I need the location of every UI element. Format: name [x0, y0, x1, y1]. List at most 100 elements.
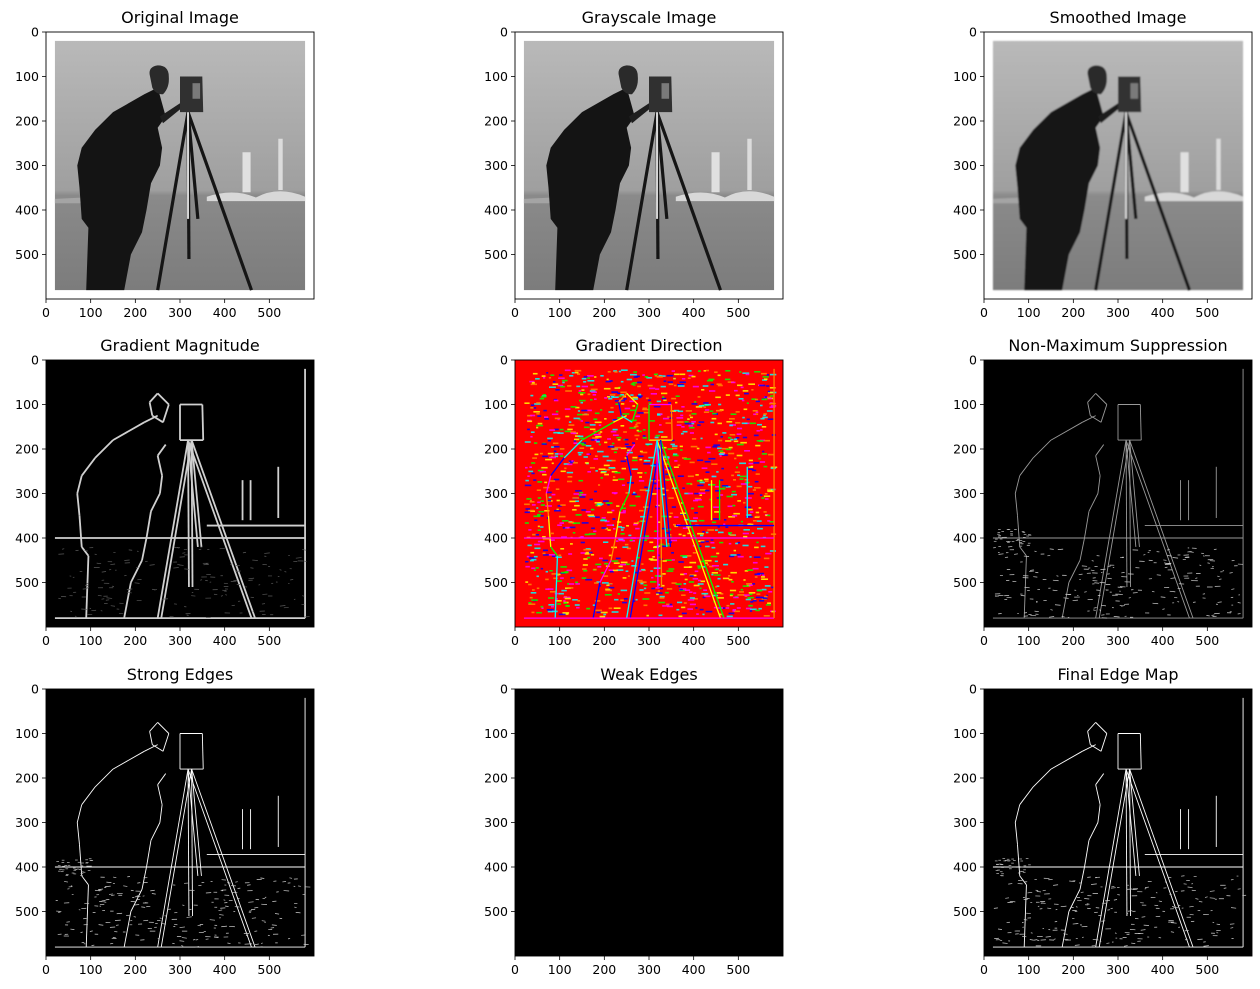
- direction-speckle: [706, 541, 709, 543]
- direction-speckle: [764, 615, 770, 617]
- x-tick-label: 500: [1195, 962, 1219, 977]
- direction-speckle: [622, 413, 629, 415]
- direction-speckle: [560, 577, 564, 579]
- direction-speckle: [534, 548, 540, 550]
- x-tick-label: 500: [1195, 633, 1219, 648]
- direction-speckle: [659, 615, 663, 617]
- direction-speckle: [677, 602, 682, 604]
- direction-speckle: [565, 408, 571, 410]
- direction-speckle: [729, 613, 735, 615]
- direction-speckle: [554, 451, 557, 453]
- direction-speckle: [726, 394, 730, 396]
- direction-speckle: [674, 460, 677, 462]
- direction-speckle: [703, 402, 709, 404]
- direction-speckle: [693, 386, 699, 388]
- x-tick-label: 300: [168, 305, 192, 320]
- photo-tower: [1181, 152, 1189, 192]
- direction-speckle: [767, 520, 770, 522]
- direction-speckle: [610, 394, 616, 396]
- direction-speckle: [733, 479, 736, 481]
- direction-speckle: [728, 453, 734, 455]
- image-axes: 0 100 200 300 400 5000100200300400500: [938, 657, 1260, 977]
- direction-speckle: [734, 550, 736, 552]
- image-nms: [984, 360, 1252, 627]
- direction-speckle: [756, 542, 758, 544]
- direction-speckle: [752, 470, 756, 472]
- x-tick-label: 400: [682, 962, 706, 977]
- direction-speckle: [684, 583, 687, 585]
- y-tick-label: 400: [953, 531, 977, 546]
- direction-speckle: [762, 589, 767, 591]
- direction-speckle: [574, 493, 580, 495]
- direction-speckle: [737, 554, 741, 556]
- direction-speckle: [620, 394, 624, 396]
- direction-speckle: [541, 607, 543, 609]
- y-tick-label: 200: [484, 114, 508, 129]
- direction-speckle: [624, 398, 627, 400]
- direction-speckle: [711, 539, 714, 541]
- direction-speckle: [593, 418, 597, 420]
- direction-speckle: [748, 486, 752, 488]
- direction-speckle: [747, 569, 753, 571]
- direction-speckle: [532, 457, 537, 459]
- direction-speckle: [638, 456, 643, 458]
- direction-speckle: [702, 614, 704, 616]
- direction-speckle: [683, 535, 686, 537]
- y-tick-label: 400: [15, 531, 39, 546]
- direction-speckle: [767, 515, 770, 517]
- direction-speckle: [711, 574, 713, 576]
- direction-speckle: [620, 564, 626, 566]
- direction-speckle: [718, 375, 721, 377]
- direction-speckle: [657, 401, 661, 403]
- direction-speckle: [765, 553, 771, 555]
- direction-speckle: [698, 506, 704, 508]
- direction-speckle: [728, 575, 730, 577]
- direction-speckle: [532, 612, 535, 614]
- direction-speckle: [739, 463, 746, 465]
- direction-speckle: [615, 447, 622, 449]
- direction-speckle: [765, 585, 771, 587]
- direction-speckle: [598, 484, 600, 486]
- direction-speckle: [625, 439, 629, 441]
- direction-speckle: [575, 370, 582, 372]
- direction-speckle: [654, 374, 658, 376]
- direction-speckle: [672, 448, 677, 450]
- direction-speckle: [581, 389, 584, 391]
- direction-speckle: [625, 408, 631, 410]
- direction-speckle: [554, 446, 560, 448]
- direction-speckle: [549, 457, 556, 459]
- x-tick-label: 300: [1106, 633, 1130, 648]
- direction-speckle: [730, 554, 736, 556]
- direction-speckle: [756, 516, 760, 518]
- direction-speckle: [689, 427, 694, 429]
- direction-speckle: [540, 526, 543, 528]
- direction-speckle: [728, 506, 733, 508]
- direction-speckle: [755, 574, 761, 576]
- direction-speckle: [667, 588, 672, 590]
- direction-speckle: [632, 494, 637, 496]
- direction-speckle: [662, 573, 666, 575]
- y-tick-label: 500: [953, 575, 977, 590]
- direction-speckle: [581, 509, 586, 511]
- x-tick-label: 200: [592, 633, 616, 648]
- direction-speckle: [565, 416, 569, 418]
- direction-speckle: [576, 386, 580, 388]
- panel-weak-edges: Weak Edges 0 100 200 300 400 500 0 100 200 300 400…: [469, 657, 799, 977]
- direction-speckle: [731, 475, 734, 477]
- direction-speckle: [568, 424, 574, 426]
- photo-content: [55, 41, 305, 290]
- direction-speckle: [613, 570, 618, 572]
- panel-strong-edges: Strong Edges 0 100 200 300 400 500 0 100 200 300 4…: [0, 657, 330, 977]
- direction-speckle: [566, 605, 570, 607]
- direction-speckle: [672, 506, 676, 508]
- direction-speckle: [656, 594, 659, 596]
- direction-speckle: [753, 462, 759, 464]
- direction-speckle: [730, 594, 733, 596]
- direction-speckle: [759, 507, 762, 509]
- direction-speckle: [637, 472, 642, 474]
- y-tick-label: 300: [484, 486, 508, 501]
- direction-speckle: [682, 613, 687, 615]
- direction-speckle: [753, 410, 758, 412]
- direction-speckle: [707, 564, 709, 566]
- y-tick-label: 0: [969, 682, 977, 697]
